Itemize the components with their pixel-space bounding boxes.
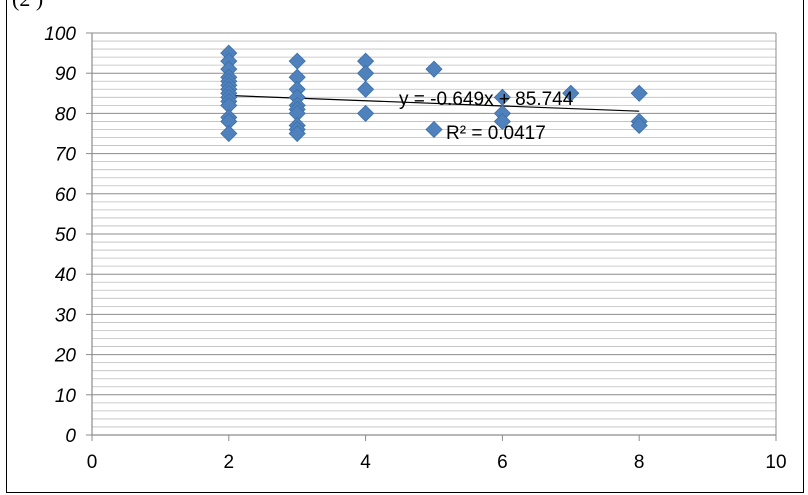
y-tick-label: 70 <box>55 145 77 166</box>
chart-frame <box>6 0 804 493</box>
data-point <box>220 124 238 143</box>
x-tick-label: 6 <box>497 452 508 473</box>
x-tick-label: 0 <box>87 452 98 473</box>
x-tick-labels: 0 2 4 6 8 10 <box>87 452 787 473</box>
data-points <box>220 44 648 143</box>
x-tick-label: 2 <box>224 452 235 473</box>
data-point <box>357 64 375 82</box>
data-point <box>562 84 580 102</box>
y-tick-label: 60 <box>55 185 77 206</box>
x-tick-label: 8 <box>634 452 645 473</box>
data-point <box>288 124 306 143</box>
data-point <box>425 60 443 78</box>
data-point <box>425 120 443 139</box>
clipped-heading-text: (2 ) <box>12 0 43 12</box>
x-tick-label: 4 <box>360 452 371 473</box>
trendline-equation-label: y = -0.649x + 85.744 <box>399 89 574 110</box>
data-point <box>288 52 306 70</box>
trendline-r2-label: R² = 0.0417 <box>446 123 546 144</box>
data-point <box>630 84 648 102</box>
data-point <box>357 80 375 98</box>
axes <box>86 32 777 441</box>
data-point <box>630 116 648 135</box>
y-tick-labels: 0 10 20 30 40 50 60 70 80 90 100 <box>44 24 76 447</box>
y-tick-label: 0 <box>65 426 76 447</box>
data-point <box>357 104 375 122</box>
y-tick-label: 50 <box>55 225 77 246</box>
y-tick-label: 40 <box>55 265 77 286</box>
trendline-annotations: y = -0.649x + 85.744 R² = 0.0417 <box>399 89 574 144</box>
y-tick-label: 100 <box>44 24 76 45</box>
y-tick-label: 10 <box>55 386 77 407</box>
data-point <box>493 112 511 131</box>
y-tick-label: 20 <box>54 346 77 367</box>
y-tick-label: 80 <box>55 104 77 125</box>
y-tick-label: 30 <box>55 305 77 326</box>
y-tick-label: 90 <box>55 64 77 85</box>
x-tick-label: 10 <box>765 452 786 473</box>
